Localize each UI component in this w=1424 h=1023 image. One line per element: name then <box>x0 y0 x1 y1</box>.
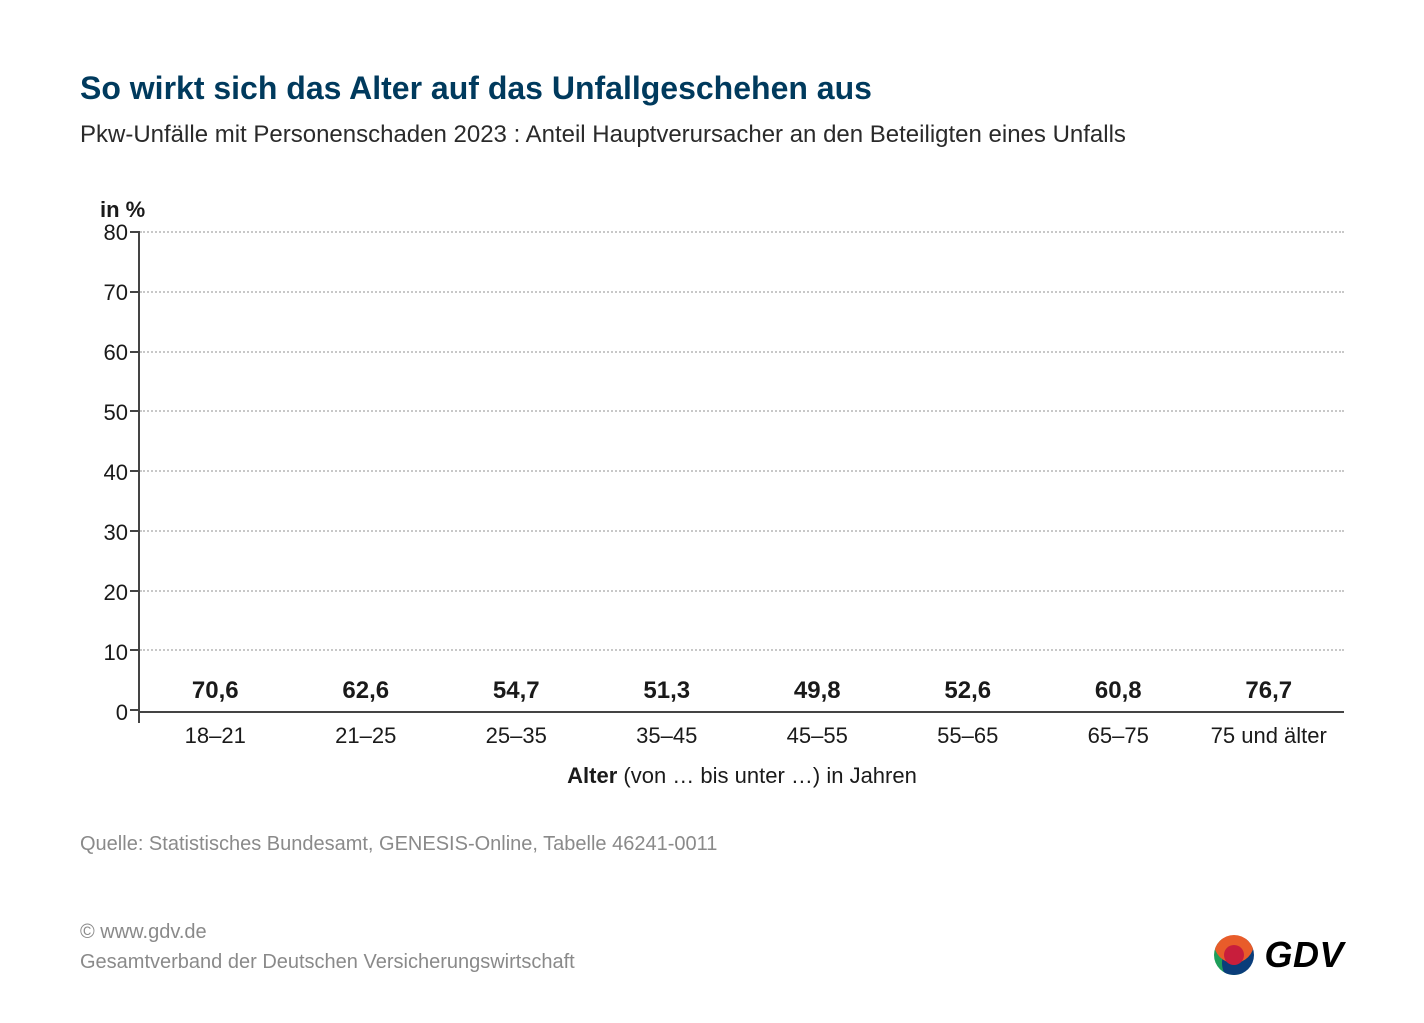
y-axis-tick <box>130 649 140 651</box>
gdv-logo-icon <box>1212 933 1256 977</box>
bars-container: 70,6 62,6 54,7 51,3 49,8 52,6 60,8 76,7 <box>140 233 1344 711</box>
bar-value-label: 76,7 <box>1245 677 1292 705</box>
y-axis-tick <box>130 231 140 233</box>
x-tick-label: 65–75 <box>1043 713 1194 749</box>
y-tick-label: 30 <box>104 520 128 546</box>
gdv-logo: GDV <box>1212 933 1344 977</box>
bar-value-label: 60,8 <box>1095 677 1142 705</box>
y-axis-tick <box>130 470 140 472</box>
y-axis: 01020304050607080 <box>80 233 140 713</box>
plot-area: 70,6 62,6 54,7 51,3 49,8 52,6 60,8 76,7 <box>140 233 1344 713</box>
y-tick-label: 50 <box>104 400 128 426</box>
bar-value-label: 62,6 <box>342 677 389 705</box>
x-axis-title: Alter (von … bis unter …) in Jahren <box>140 763 1344 789</box>
bar-value-label: 52,6 <box>944 677 991 705</box>
chart-title: So wirkt sich das Alter auf das Unfallge… <box>80 70 1344 107</box>
bar-value-label: 54,7 <box>493 677 540 705</box>
y-tick-label: 40 <box>104 460 128 486</box>
bar-slot: 70,6 <box>140 677 291 711</box>
copyright: © www.gdv.de <box>80 917 575 947</box>
x-tick-label: 18–21 <box>140 713 291 749</box>
bar-slot: 49,8 <box>742 677 893 711</box>
y-axis-tick <box>130 709 140 711</box>
x-axis-title-bold: Alter <box>567 763 617 788</box>
y-axis-tick <box>130 530 140 532</box>
source-text: Quelle: Statistisches Bundesamt, GENESIS… <box>80 833 1344 856</box>
y-tick-label: 60 <box>104 340 128 366</box>
y-axis-tick <box>130 291 140 293</box>
y-axis-tick <box>130 590 140 592</box>
bar-slot: 76,7 <box>1194 677 1345 711</box>
bar-value-label: 49,8 <box>794 677 841 705</box>
y-tick-label: 0 <box>116 700 128 726</box>
bar-value-label: 51,3 <box>643 677 690 705</box>
x-axis-labels: 18–2121–2525–3535–4545–5555–6565–7575 un… <box>140 713 1344 749</box>
y-axis-tick <box>130 410 140 412</box>
x-tick-label: 21–25 <box>291 713 442 749</box>
footer: © www.gdv.de Gesamtverband der Deutschen… <box>80 917 1344 977</box>
y-axis-tick <box>130 351 140 353</box>
bar-slot: 54,7 <box>441 677 592 711</box>
y-tick-label: 20 <box>104 580 128 606</box>
bar-slot: 60,8 <box>1043 677 1194 711</box>
bar-slot: 62,6 <box>291 677 442 711</box>
bar-slot: 51,3 <box>592 677 743 711</box>
chart-area: 01020304050607080 70,662,654,751,349,852… <box>80 233 1344 713</box>
org-name: Gesamtverband der Deutschen Versicherung… <box>80 947 575 977</box>
bar-slot: 52,6 <box>893 677 1044 711</box>
x-tick-label: 25–35 <box>441 713 592 749</box>
chart-subtitle: Pkw-Unfälle mit Personenschaden 2023 : A… <box>80 121 1344 149</box>
x-axis-title-rest: (von … bis unter …) in Jahren <box>617 763 917 788</box>
y-tick-label: 80 <box>104 220 128 246</box>
y-tick-label: 70 <box>104 280 128 306</box>
bar-value-label: 70,6 <box>192 677 239 705</box>
x-tick-label: 35–45 <box>592 713 743 749</box>
gdv-logo-text: GDV <box>1264 934 1344 976</box>
x-tick-label: 75 und älter <box>1194 713 1345 749</box>
y-axis-unit-label: in % <box>100 197 1344 223</box>
footer-text: © www.gdv.de Gesamtverband der Deutschen… <box>80 917 575 977</box>
x-tick-label: 45–55 <box>742 713 893 749</box>
y-tick-label: 10 <box>104 640 128 666</box>
x-tick-label: 55–65 <box>893 713 1044 749</box>
